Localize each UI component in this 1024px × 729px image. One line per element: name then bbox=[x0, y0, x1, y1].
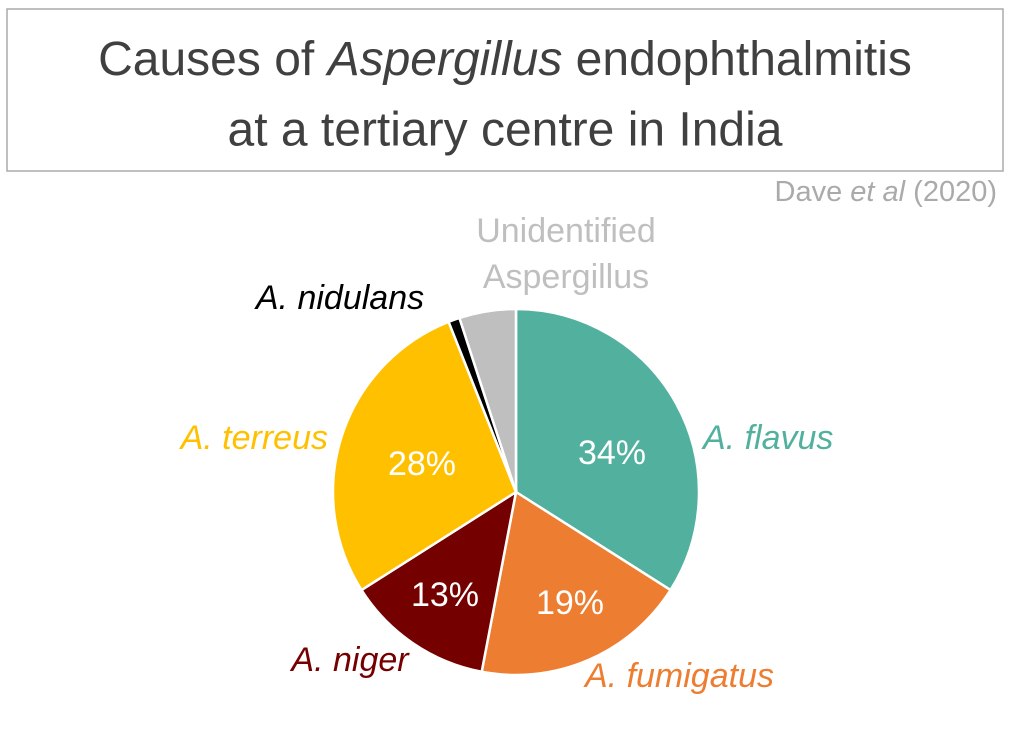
pie-slice bbox=[457, 307, 518, 493]
source-part: (2020) bbox=[905, 176, 997, 208]
value-label: 19% bbox=[536, 584, 604, 622]
value-label: 34% bbox=[578, 434, 646, 472]
pie-slice bbox=[331, 320, 518, 592]
title-part: endophthalmitis bbox=[562, 33, 912, 86]
title-box bbox=[6, 8, 1004, 172]
category-label: A. nidulans bbox=[254, 279, 424, 317]
title-part: Aspergillus bbox=[325, 33, 563, 86]
category-label: A. terreus bbox=[179, 419, 328, 457]
source-part: et al bbox=[850, 176, 906, 208]
pie-slice bbox=[359, 489, 518, 674]
chart-title-line: at a tertiary centre in India bbox=[228, 104, 783, 157]
category-label: A. niger bbox=[289, 641, 410, 679]
category-label: A. fumigatus bbox=[583, 657, 774, 695]
title-part: Causes of bbox=[98, 33, 327, 86]
category-label-box: Unidentified Aspergillus bbox=[476, 212, 656, 296]
source-part: Dave bbox=[775, 176, 851, 208]
value-label: 13% bbox=[411, 576, 479, 614]
chart-title-line: Causes of Aspergillus endophthalmitis bbox=[98, 33, 912, 86]
pie-slice bbox=[480, 489, 673, 677]
category-label: Unidentified Aspergillus bbox=[476, 212, 656, 296]
value-label: 28% bbox=[388, 445, 456, 483]
source: Dave et al (2020) bbox=[775, 176, 997, 208]
category-label: A. flavus bbox=[701, 419, 833, 457]
